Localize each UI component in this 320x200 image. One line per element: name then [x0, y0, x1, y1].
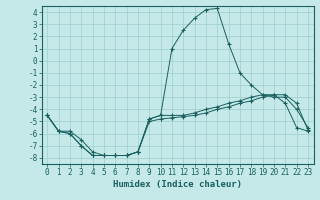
X-axis label: Humidex (Indice chaleur): Humidex (Indice chaleur) [113, 180, 242, 189]
